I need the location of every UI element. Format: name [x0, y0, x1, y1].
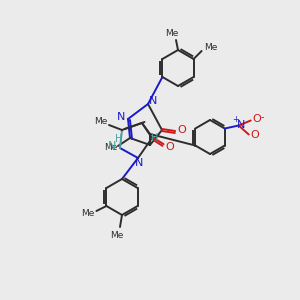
Text: O: O — [250, 130, 259, 140]
Text: O: O — [166, 142, 174, 152]
Text: -: - — [261, 112, 265, 122]
Text: N: N — [236, 119, 245, 130]
Text: N: N — [117, 112, 125, 122]
Text: N: N — [135, 158, 143, 168]
Text: O: O — [178, 125, 186, 135]
Text: Me: Me — [110, 230, 124, 239]
Text: O: O — [252, 115, 261, 124]
Text: +: + — [232, 115, 239, 124]
Text: Me: Me — [94, 116, 108, 125]
Text: Me: Me — [104, 143, 118, 152]
Text: N: N — [149, 96, 157, 106]
Text: Me: Me — [165, 28, 179, 38]
Text: H: H — [115, 134, 123, 144]
Text: Me: Me — [204, 44, 217, 52]
Text: Me: Me — [81, 209, 94, 218]
Text: H: H — [151, 133, 159, 143]
Text: N: N — [108, 141, 116, 151]
